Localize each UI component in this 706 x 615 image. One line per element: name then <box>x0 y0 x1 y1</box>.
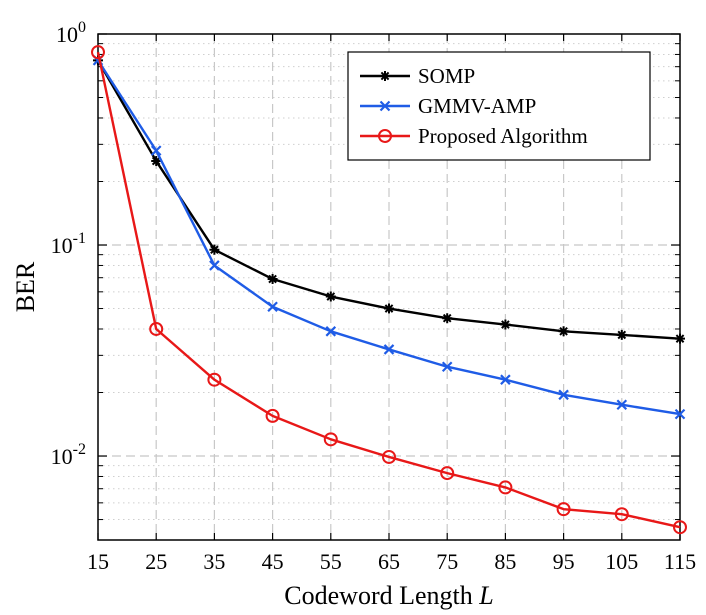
data-point-gmmv-amp <box>209 260 220 271</box>
data-point-gmmv-amp <box>441 361 453 372</box>
y-tick-label: 100 <box>56 19 86 47</box>
legend-label-somp: SOMP <box>418 64 475 88</box>
series-gmmv-amp <box>92 55 686 420</box>
legend: SOMP GMMV-AMP Proposed Algorithm <box>347 51 651 161</box>
data-point-gmmv-amp <box>150 145 162 156</box>
data-point-proposed-algorithm <box>440 466 455 481</box>
y-tick-labels: 100 10-1 10-2 <box>51 19 86 469</box>
x-tick-label: 85 <box>494 549 516 574</box>
data-point-somp <box>558 326 569 337</box>
data-point-proposed-algorithm <box>673 520 687 535</box>
data-point-somp <box>267 274 278 285</box>
x-axis-title: Codeword Length L <box>284 581 493 610</box>
data-point-proposed-algorithm <box>265 408 280 423</box>
x-tick-label: 45 <box>262 549 284 574</box>
data-point-somp <box>325 291 336 302</box>
series-proposed-algorithm <box>91 45 687 535</box>
data-point-proposed-algorithm <box>149 321 164 336</box>
x-tick-label: 115 <box>664 549 696 574</box>
x-tick-label: 95 <box>553 549 575 574</box>
legend-label-gmmv-amp: GMMV-AMP <box>418 94 536 118</box>
x-tick-label: 25 <box>145 549 167 574</box>
x-tick-label: 55 <box>320 549 342 574</box>
data-point-gmmv-amp <box>383 344 395 355</box>
data-point-proposed-algorithm <box>614 507 629 522</box>
x-tick-label: 75 <box>436 549 458 574</box>
legend-marker-gmmv-amp <box>379 100 391 112</box>
x-tick-label: 105 <box>605 549 638 574</box>
series-line-proposed-algorithm <box>96 51 681 529</box>
y-tick-label: 10-1 <box>51 230 86 258</box>
legend-marker-somp <box>380 71 390 81</box>
x-tick-label: 35 <box>203 549 225 574</box>
x-tick-labels: 15 25 35 45 55 65 75 85 95 105 115 <box>87 549 696 574</box>
data-point-gmmv-amp <box>500 374 511 385</box>
data-point-proposed-algorithm <box>91 45 105 60</box>
data-point-proposed-algorithm <box>207 372 222 387</box>
data-point-somp <box>675 333 685 344</box>
legend-label-proposed-algorithm: Proposed Algorithm <box>418 124 588 148</box>
data-point-somp <box>500 319 511 330</box>
x-tick-label: 65 <box>378 549 400 574</box>
data-point-gmmv-amp <box>616 399 628 411</box>
series-group <box>91 45 687 535</box>
legend-marker-proposed-algorithm <box>378 129 392 143</box>
data-point-proposed-algorithm <box>382 449 396 464</box>
x-tick-label: 15 <box>87 549 109 574</box>
series-somp <box>93 55 685 344</box>
data-point-gmmv-amp <box>325 326 337 337</box>
data-point-gmmv-amp <box>674 408 686 420</box>
data-point-somp <box>442 313 453 324</box>
data-point-proposed-algorithm <box>323 432 338 447</box>
data-point-proposed-algorithm <box>498 480 513 495</box>
data-point-somp <box>384 303 394 314</box>
data-point-proposed-algorithm <box>556 502 571 517</box>
data-point-gmmv-amp <box>267 301 278 312</box>
data-point-gmmv-amp <box>558 389 569 401</box>
axis-ticks <box>97 33 681 541</box>
y-axis-title: BER <box>11 261 40 312</box>
data-point-somp <box>616 329 627 340</box>
data-point-somp <box>151 156 162 167</box>
data-point-somp <box>209 244 220 255</box>
y-tick-label: 10-2 <box>51 441 86 469</box>
